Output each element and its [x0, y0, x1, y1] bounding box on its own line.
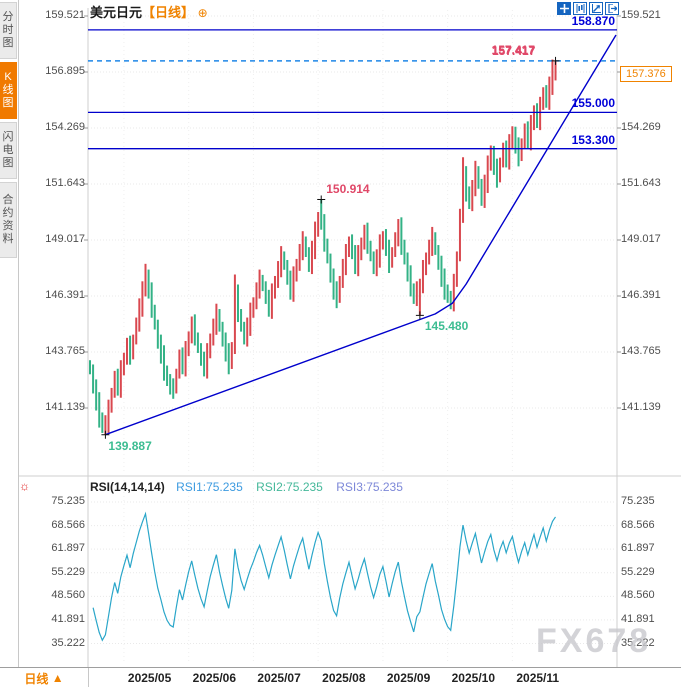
current-price-badge: 157.376 [620, 65, 672, 82]
rsi-y-axis-label-left: 75.235 [51, 495, 85, 507]
rsi1-value: RSI1:75.235 [176, 480, 243, 494]
rsi-y-axis-label-left: 68.566 [51, 518, 85, 531]
main-y-axis-label-right: 149.017 [621, 232, 661, 245]
sidebar-tab-char: 图 [2, 37, 14, 49]
x-axis-month-label: 2025/08 [322, 671, 366, 685]
rsi-y-axis-label-left: 48.560 [51, 589, 85, 602]
rsi-y-axis-label-left: 41.891 [51, 612, 85, 625]
rsi-y-axis-label-right: 61.897 [621, 542, 655, 555]
rsi-y-axis-label-right: 68.566 [621, 518, 655, 531]
trendline-layer [105, 34, 617, 436]
rsi-y-axis-label-right: 75.235 [621, 495, 655, 507]
rsi-header: RSI(14,14,14) RSI1:75.235 RSI2:75.235 RS… [90, 480, 403, 494]
price-level-label: 153.300 [571, 132, 615, 147]
extreme-cross-marker [317, 195, 326, 204]
price-level-label: 158.870 [571, 13, 615, 28]
main-y-axis-label-right: 151.643 [621, 176, 661, 189]
fx678-watermark: FX678 [536, 622, 652, 660]
sidebar-tab-3[interactable]: 闪电图 [0, 122, 17, 179]
trendline-tool-icon[interactable] [589, 2, 603, 15]
main-y-axis-label-left: 141.139 [45, 400, 85, 413]
sidebar-tab-char: 资 [2, 220, 14, 232]
support-trendline[interactable] [105, 34, 617, 436]
main-y-axis-label-right: 146.391 [621, 288, 661, 301]
price-annotation: 157.417 [491, 42, 535, 57]
chart-title: 美元日元【日线】 ⊕ [90, 2, 208, 21]
sidebar-tab-char: 闪 [2, 131, 14, 143]
main-y-axis-label-left: 154.269 [45, 120, 85, 133]
extreme-cross-marker [101, 430, 110, 439]
price-annotation: 150.914 [326, 181, 370, 196]
sidebar-tab-char: 线 [2, 84, 14, 96]
sidebar-tab-char: 料 [2, 233, 14, 245]
main-y-axis-label-right: 154.269 [621, 120, 661, 133]
sidebar-tab-char: 电 [2, 144, 14, 156]
timeframe-arrow-icon: ▲ [51, 671, 64, 685]
chart-toolbar [557, 2, 619, 15]
rsi-settings-icon[interactable]: ☼ [19, 479, 30, 493]
price-annotation: 145.480 [424, 319, 469, 334]
candle-view-icon[interactable] [573, 2, 587, 15]
x-axis-month-label: 2025/05 [127, 671, 172, 685]
sidebar-tab-char: 图 [2, 157, 14, 169]
sidebar-tab-char: 合 [2, 194, 14, 206]
rsi-layer [92, 511, 556, 642]
rsi-y-axis-label-left: 35.222 [51, 636, 85, 649]
main-y-axis-label-left: 156.895 [45, 64, 85, 77]
main-y-axis-label-right: 143.765 [621, 344, 661, 357]
main-y-axis-label-right: 141.139 [621, 400, 661, 413]
timeframe-dropdown[interactable]: 日线 ▲ [0, 668, 89, 687]
main-y-axis-label-right: 159.521 [621, 9, 661, 21]
add-indicator-icon[interactable]: ⊕ [197, 6, 208, 20]
time-axis-bar: 日线 ▲ 2025/05 2025/06 2025/07 2025/08 2025/09… [0, 667, 681, 687]
price-level-label: 155.000 [571, 96, 615, 111]
x-axis-month-label: 2025/11 [516, 671, 560, 685]
sidebar-tab-char: 时 [2, 24, 14, 36]
rsi-y-axis-label-left: 55.229 [51, 565, 85, 578]
x-axis-month-label: 2025/06 [192, 671, 237, 685]
price-annotation: 139.887 [108, 438, 152, 453]
rsi-title: RSI(14,14,14) [90, 480, 165, 494]
extreme-cross-marker [551, 56, 560, 65]
x-axis-month-label: 2025/07 [257, 671, 301, 685]
rsi-y-axis-label-right: 35.222 [621, 636, 655, 649]
move-tool-icon[interactable] [557, 2, 571, 15]
rsi3-value: RSI3:75.235 [336, 480, 403, 494]
rsi-y-axis-label-right: 55.229 [621, 565, 655, 578]
sidebar-tab-char: 分 [2, 11, 14, 23]
timeframe-label: 日线 [24, 671, 49, 686]
rsi-y-axis-label-right: 48.560 [621, 589, 655, 602]
rsi-y-axis-label-left: 61.897 [51, 542, 85, 555]
sidebar-tab-4[interactable]: 合约资料 [0, 182, 17, 258]
period-tag: 【日线】 [142, 5, 195, 20]
x-axis-month-label: 2025/10 [451, 671, 496, 685]
x-axis-month-label: 2025/09 [386, 671, 431, 685]
sidebar-tab-char: 图 [2, 97, 14, 109]
symbol-name: 美元日元 [90, 5, 143, 20]
candles-layer [89, 59, 557, 435]
sidebar-tab-char: 约 [2, 207, 14, 219]
main-y-axis-label-left: 151.643 [45, 176, 85, 189]
sidebar-tab-1[interactable]: 分时图 [0, 2, 17, 59]
main-y-axis-label-left: 146.391 [45, 288, 85, 301]
main-y-axis-label-left: 143.765 [45, 344, 85, 357]
main-y-axis-label-left: 149.017 [45, 232, 85, 245]
rsi-y-axis-label-right: 41.891 [621, 612, 655, 625]
rsi-line [92, 511, 556, 642]
exit-chart-icon[interactable] [605, 2, 619, 15]
rsi2-value: RSI2:75.235 [256, 480, 323, 494]
high-price-label: 157.417 [492, 44, 536, 58]
extreme-cross-marker [415, 311, 424, 320]
main-y-axis-label-left: 159.521 [45, 9, 85, 21]
sidebar-tab-char: K [4, 71, 12, 83]
